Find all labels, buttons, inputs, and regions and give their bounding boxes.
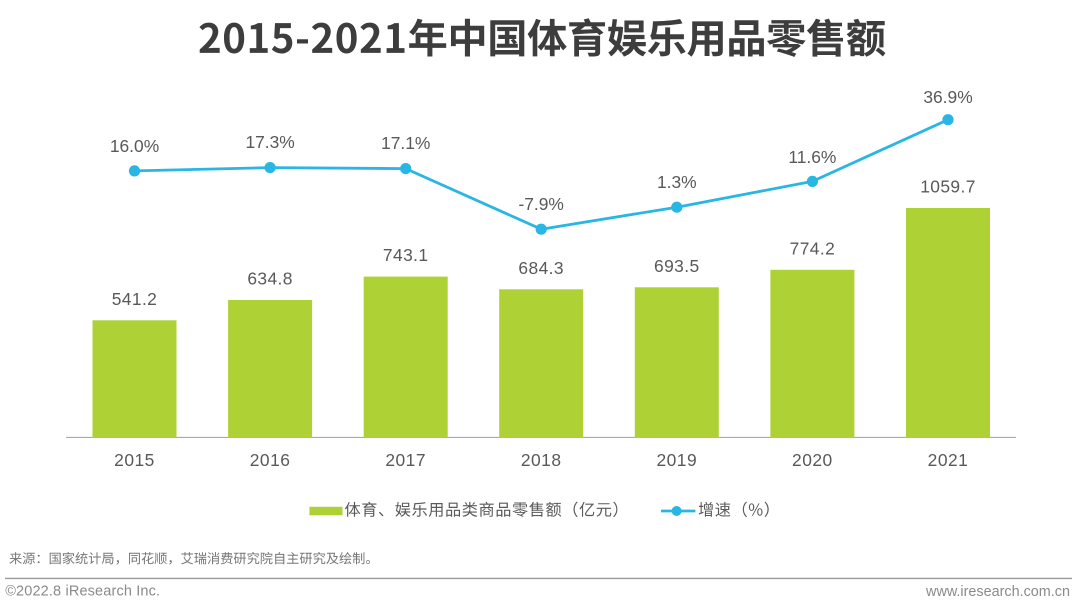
svg-text:36.9%: 36.9% (923, 87, 972, 107)
svg-text:743.1: 743.1 (383, 245, 429, 265)
svg-text:1.3%: 1.3% (657, 172, 697, 192)
svg-text:774.2: 774.2 (790, 238, 836, 258)
svg-text:1059.7: 1059.7 (920, 177, 976, 197)
svg-text:693.5: 693.5 (654, 256, 700, 276)
svg-text:2016: 2016 (250, 450, 291, 470)
svg-text:-7.9%: -7.9% (518, 194, 563, 214)
svg-text:2019: 2019 (656, 450, 697, 470)
svg-text:2017: 2017 (385, 450, 426, 470)
svg-text:541.2: 541.2 (112, 289, 158, 309)
svg-text:2018: 2018 (521, 450, 562, 470)
svg-text:634.8: 634.8 (247, 269, 293, 289)
svg-text:2020: 2020 (792, 450, 833, 470)
svg-text:www.iresearch.com.cn: www.iresearch.com.cn (925, 584, 1070, 600)
svg-text:2015: 2015 (114, 450, 155, 470)
svg-text:©2022.8 iResearch Inc.: ©2022.8 iResearch Inc. (5, 584, 160, 600)
svg-text:2021: 2021 (928, 450, 969, 470)
svg-text:17.1%: 17.1% (381, 133, 430, 153)
svg-text:684.3: 684.3 (518, 258, 564, 278)
svg-text:17.3%: 17.3% (245, 132, 294, 152)
svg-text:16.0%: 16.0% (110, 136, 159, 156)
svg-text:11.6%: 11.6% (788, 147, 836, 167)
